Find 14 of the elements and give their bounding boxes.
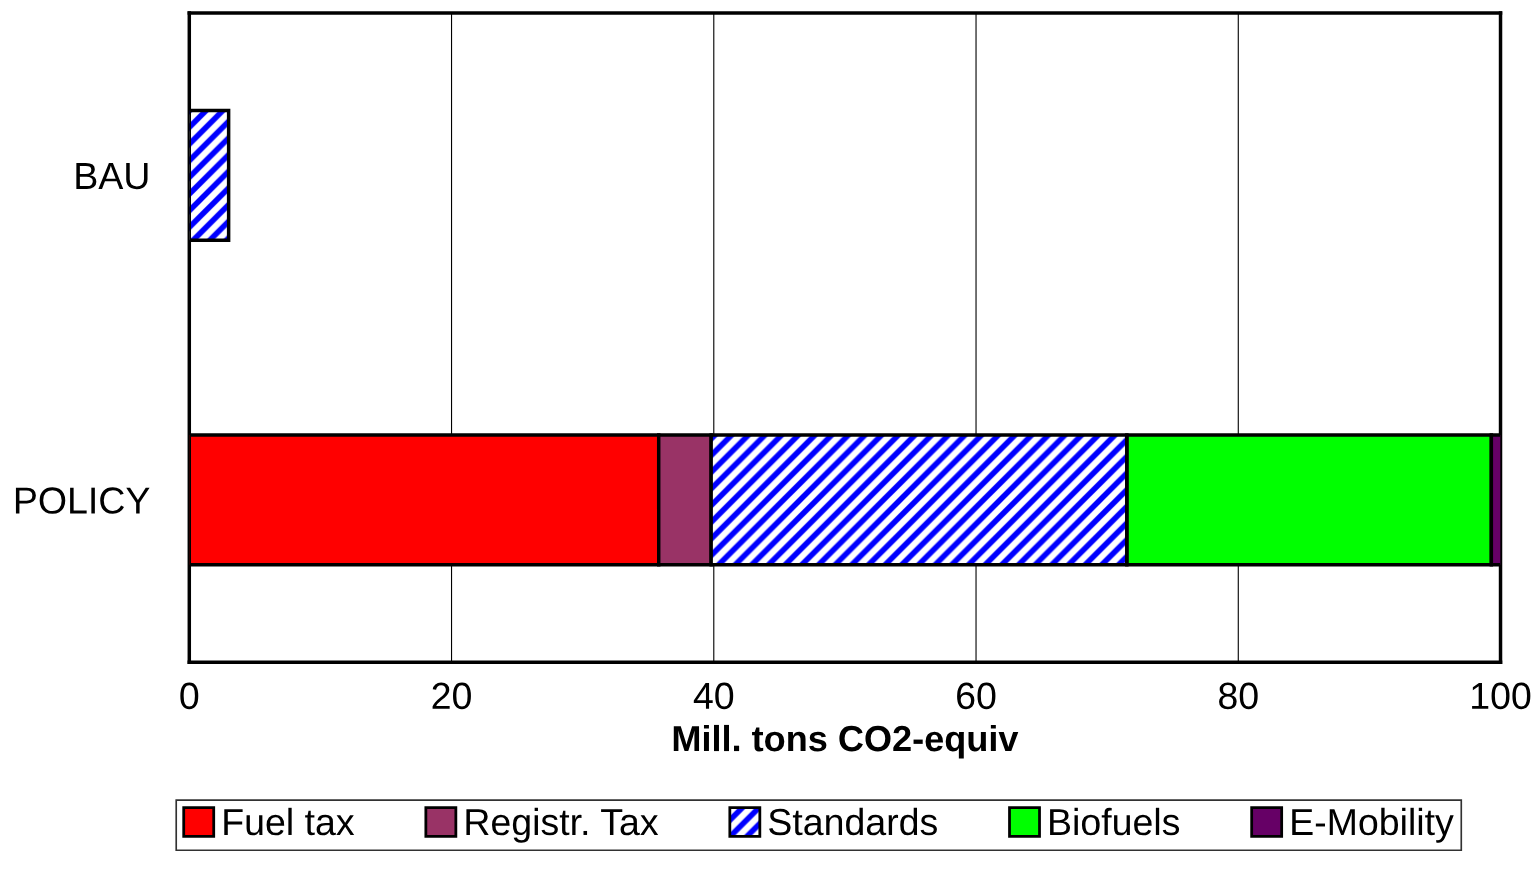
x-tick-label: 80 xyxy=(1219,682,1258,710)
x-tick-label: 20 xyxy=(432,682,471,710)
x-axis-title: Mill. tons CO2-equiv xyxy=(673,724,1019,759)
x-tick-label: 60 xyxy=(957,682,996,710)
legend-label: Registr. Tax xyxy=(466,807,659,843)
legend-label: E-Mobility xyxy=(1292,807,1454,843)
y-tick-label: BAU xyxy=(76,163,148,190)
legend-label: Standards xyxy=(769,807,937,836)
x-tick-label: 40 xyxy=(693,682,734,710)
legend-label: Biofuels xyxy=(1050,807,1180,836)
legend-label: Fuel tax xyxy=(224,807,355,836)
x-tick-label: 100 xyxy=(1472,682,1531,710)
y-tick-label: POLICY xyxy=(15,487,150,514)
x-tick-label: 0 xyxy=(180,682,199,710)
